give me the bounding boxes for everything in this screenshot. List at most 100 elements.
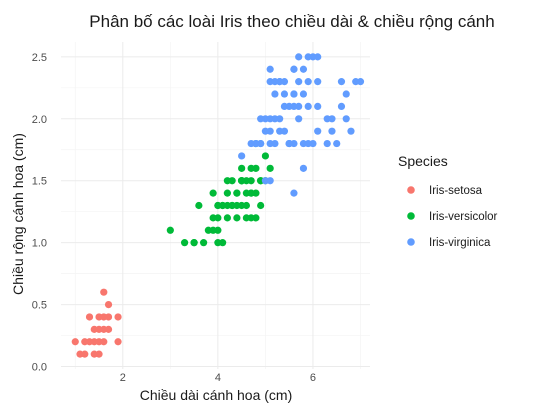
data-point [252,214,260,222]
data-point [238,177,246,185]
data-point [323,115,331,123]
data-point [90,350,98,358]
y-axis-label: Chiều rộng cánh hoa (cm) [10,133,26,295]
x-axis-ticks: 2 4 6 [120,372,316,384]
data-point [295,53,303,61]
data-point [219,201,227,210]
data-point [314,78,322,86]
data-point [304,53,312,61]
data-point [304,78,312,86]
data-point [266,164,274,172]
data-point [100,288,108,296]
data-point [238,152,246,160]
data-point [247,177,255,185]
data-point [356,78,365,86]
data-point [266,177,274,185]
data-point [337,78,346,86]
data-point [257,201,265,210]
grid [61,42,370,369]
data-point [276,115,284,123]
legend-key [407,186,415,194]
data-point [114,338,122,346]
data-point [342,115,350,123]
data-point [271,90,279,98]
data-point [209,214,217,222]
data-point [233,189,241,197]
data-point [280,90,289,98]
y-axis-ticks: 0.0 0.5 1.0 1.5 2.0 2.5 [32,52,47,374]
data-point [228,201,236,210]
x-tick-label: 4 [215,372,221,384]
data-point [280,127,289,135]
data-point [299,65,308,73]
data-point [85,313,94,321]
data-point [223,189,231,197]
data-point [276,78,284,86]
data-point [200,239,208,247]
data-point [219,239,227,247]
data-point [314,127,322,135]
y-tick-label: 2.5 [32,52,47,64]
legend-key [407,238,415,246]
legend-key [407,212,415,220]
data-point [285,139,293,148]
data-point [238,164,246,172]
data-point [71,338,79,346]
data-point [280,102,289,111]
data-point [304,102,312,111]
legend-label: Iris-setosa [429,185,483,197]
x-tick-label: 2 [120,372,126,384]
legend-title: Species [398,153,448,169]
data-point [242,214,250,222]
data-point [209,189,217,197]
data-point [295,78,303,86]
data-point [228,177,236,185]
data-point [304,139,312,148]
legend-label: Iris-virginica [429,237,491,249]
data-point [190,239,198,247]
data-point [337,102,346,111]
data-point [104,300,113,309]
data-point [299,164,308,172]
data-point [342,90,350,98]
y-tick-label: 2.0 [32,114,47,126]
data-point [328,127,336,135]
data-point [299,90,308,98]
data-point [290,189,298,197]
y-tick-label: 1.5 [32,176,47,188]
data-point [238,201,246,210]
x-axis-label: Chiều dài cánh hoa (cm) [140,387,293,403]
data-point [81,338,89,346]
data-point [233,214,241,222]
data-point [252,189,260,197]
data-point [81,350,89,358]
chart-title: Phân bố các loài Iris theo chiều dài & c… [89,12,494,31]
data-point [266,65,274,73]
y-tick-label: 0.5 [32,300,47,312]
data-point [333,139,341,148]
data-point [290,102,298,111]
legend: Species Iris-setosa Iris-versicolor Iris-v… [398,153,498,249]
data-point [261,152,270,160]
data-point [204,226,212,234]
data-point [181,239,189,247]
data-point [323,139,331,148]
data-point [242,189,250,197]
data-point [195,201,203,210]
x-tick-label: 6 [310,372,316,384]
data-point [247,139,255,148]
data-point [290,90,298,98]
data-point [347,127,355,135]
y-tick-label: 0.0 [32,362,47,374]
data-point [295,115,303,123]
data-point [223,214,231,222]
data-point [166,226,174,234]
y-tick-label: 1.0 [32,238,47,250]
data-point [114,313,122,321]
data-point [314,102,322,111]
data-point [271,139,279,148]
data-point [95,313,103,321]
data-point [314,53,322,61]
points-layer [71,53,365,358]
